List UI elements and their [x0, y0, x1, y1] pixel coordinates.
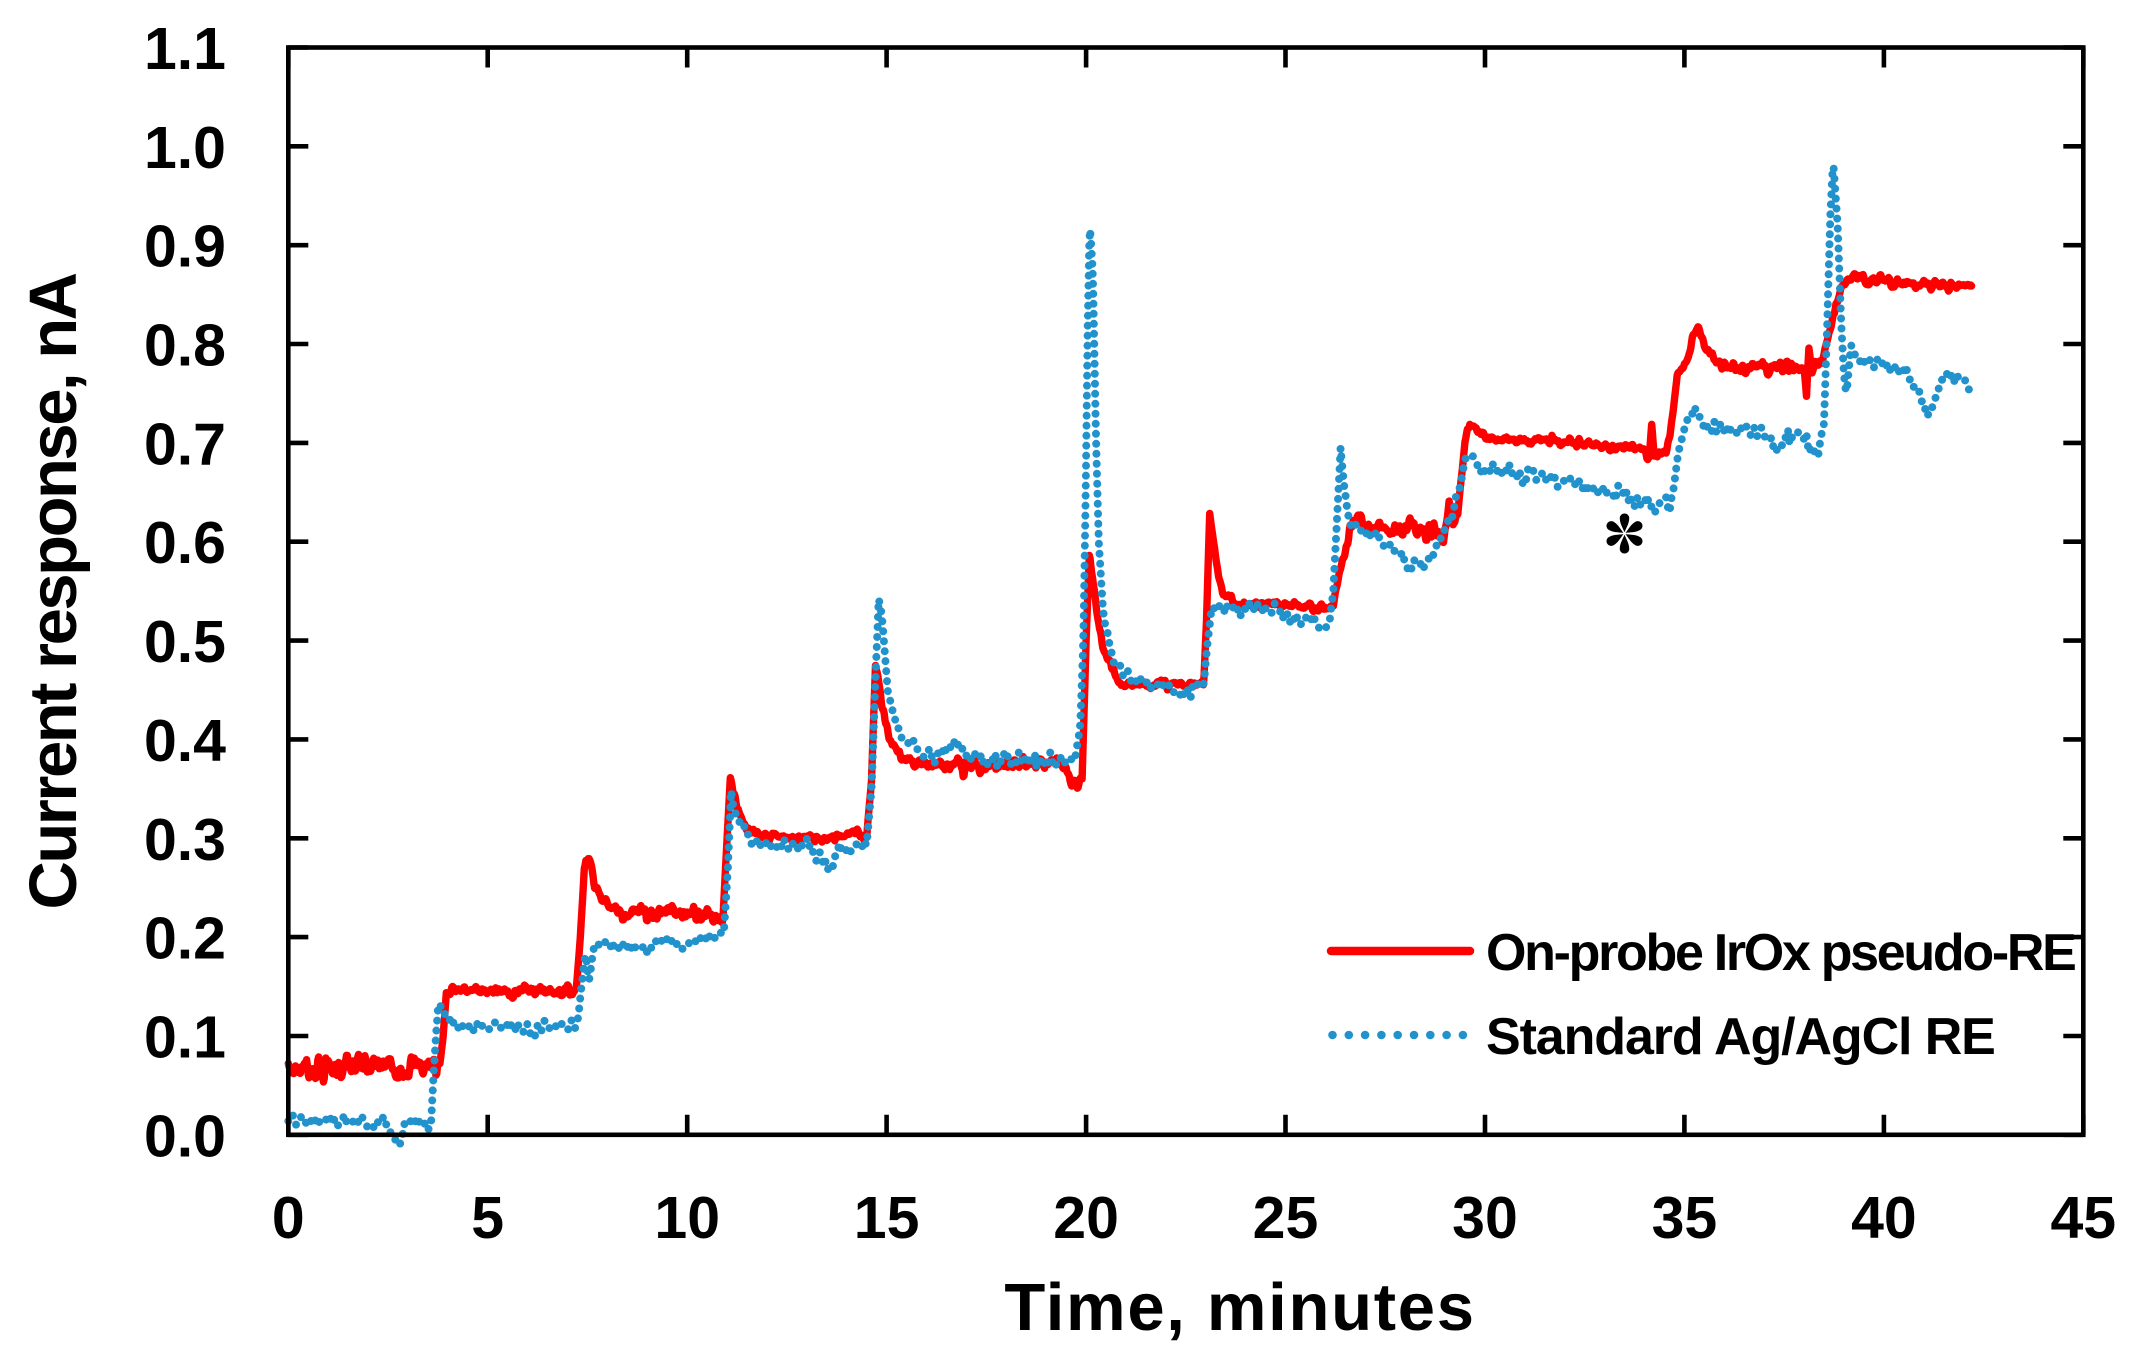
- svg-text:30: 30: [1452, 1185, 1518, 1251]
- svg-text:Time, minutes: Time, minutes: [1004, 1270, 1475, 1345]
- svg-text:40: 40: [1851, 1185, 1917, 1251]
- svg-text:15: 15: [854, 1185, 920, 1251]
- svg-text:1.1: 1.1: [144, 16, 226, 82]
- svg-text:0.8: 0.8: [144, 313, 226, 379]
- svg-text:25: 25: [1253, 1185, 1319, 1251]
- svg-text:0.2: 0.2: [144, 906, 226, 972]
- svg-text:10: 10: [654, 1185, 720, 1251]
- svg-text:0.4: 0.4: [144, 708, 226, 774]
- svg-text:Standard Ag/AgCl RE: Standard Ag/AgCl RE: [1486, 1008, 1995, 1066]
- svg-text:0.7: 0.7: [144, 411, 226, 477]
- svg-text:5: 5: [471, 1185, 504, 1251]
- svg-text:0.1: 0.1: [144, 1005, 226, 1071]
- svg-text:1.0: 1.0: [144, 115, 226, 181]
- svg-text:0.9: 0.9: [144, 214, 226, 280]
- svg-text:45: 45: [2050, 1185, 2116, 1251]
- svg-text:0: 0: [272, 1185, 305, 1251]
- svg-text:0.0: 0.0: [144, 1103, 226, 1169]
- svg-text:On-probe IrOx pseudo-RE: On-probe IrOx pseudo-RE: [1486, 924, 2075, 982]
- svg-text:0.3: 0.3: [144, 807, 226, 873]
- svg-text:35: 35: [1652, 1185, 1718, 1251]
- svg-text:0.6: 0.6: [144, 510, 226, 576]
- svg-text:20: 20: [1053, 1185, 1119, 1251]
- svg-text:Current response, nA: Current response, nA: [16, 273, 91, 909]
- svg-text:0.5: 0.5: [144, 609, 226, 675]
